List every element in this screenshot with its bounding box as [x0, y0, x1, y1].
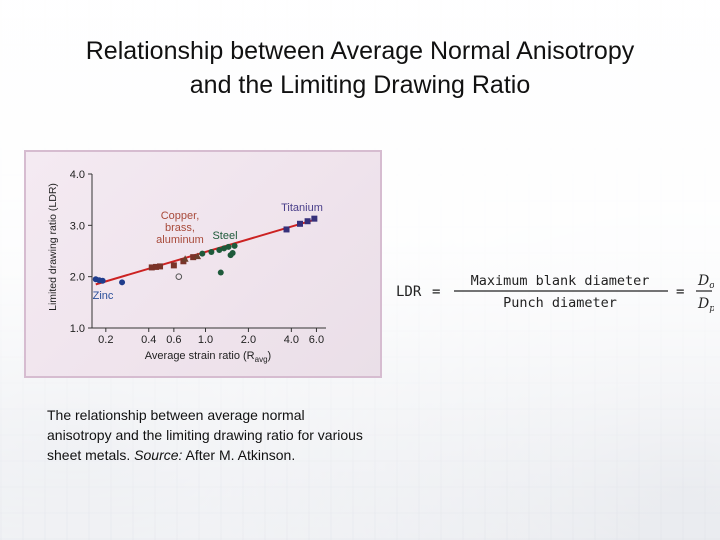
axes — [91, 174, 326, 329]
formula-do-sub: o — [709, 281, 714, 291]
annotation-titanium: Titanium — [281, 202, 323, 214]
data-point-circle — [99, 277, 106, 284]
trend-line-group — [95, 218, 317, 286]
x-axis-label-end: ) — [268, 350, 272, 362]
y-axis-label: Limited drawing ratio (LDR) — [47, 183, 59, 311]
x-tick-label: 0.2 — [98, 334, 113, 346]
formula-do-letter: D — [697, 273, 709, 289]
data-point-square — [304, 218, 311, 225]
data-point-circle — [208, 249, 215, 256]
formula-dp-sub: p — [709, 304, 714, 314]
formula-dp-letter: D — [697, 296, 709, 312]
formula-equals-1: = — [432, 284, 440, 300]
x-tick-label: 0.6 — [166, 334, 181, 346]
x-tick-label: 2.0 — [241, 334, 256, 346]
data-point-square — [157, 263, 164, 270]
x-axis-label: Average strain ratio (Ravg) — [145, 350, 271, 364]
ldr-formula: LDR = Maximum blank diameter Punch diame… — [396, 273, 714, 314]
data-point-square — [296, 220, 303, 227]
data-points — [92, 215, 318, 286]
formula-lhs: LDR — [396, 284, 422, 300]
y-tick-label: 4.0 — [70, 169, 85, 181]
data-point-circle — [119, 279, 126, 286]
caption-text: The relationship between average normal … — [47, 407, 363, 463]
formula-dp: Dp — [697, 296, 714, 314]
data-point-square — [148, 264, 155, 271]
data-point-square — [153, 263, 160, 270]
annotation-aluminum: aluminum — [156, 234, 204, 246]
data-point-square — [283, 226, 290, 233]
data-point-circle — [229, 250, 236, 257]
title-line-2: and the Limiting Drawing Ratio — [189, 71, 531, 99]
caption-source-label: Source: — [134, 447, 183, 463]
annotation-copper: Copper, — [161, 210, 200, 222]
title-line-1: Relationship between Average Normal Anis… — [85, 37, 635, 65]
annotation-steel: Steel — [212, 230, 237, 242]
caption-source: After M. Atkinson. — [182, 447, 296, 463]
data-point-open-circle — [175, 273, 183, 280]
slide-title: Relationship between Average Normal Anis… — [20, 34, 700, 102]
data-point-circle — [199, 250, 206, 257]
x-tick-label: 6.0 — [309, 334, 324, 346]
formula-numerator: Maximum blank diameter — [471, 273, 650, 289]
y-tick-label: 1.0 — [70, 323, 85, 335]
formula-do: Do — [697, 273, 714, 291]
data-point-circle — [216, 246, 223, 253]
chart-figure: 0.2 0.4 0.6 1.0 2.0 4.0 6.0 1.0 2.0 3.0 4.0 Limite… — [24, 150, 382, 378]
data-point-triangle — [194, 252, 202, 260]
annotation-brass: brass, — [165, 222, 195, 234]
x-axis-label-sub: avg — [255, 355, 268, 364]
x-tick-label: 1.0 — [198, 334, 213, 346]
trend-line — [95, 218, 317, 286]
x-tick-label: 0.4 — [141, 334, 156, 346]
data-point-square — [190, 254, 197, 261]
ticks: 0.2 0.4 0.6 1.0 2.0 4.0 6.0 1.0 2.0 3.0 4.0 — [70, 169, 324, 346]
data-point-circle — [231, 242, 238, 249]
y-tick-label: 3.0 — [70, 220, 85, 232]
x-tick-label: 4.0 — [284, 334, 299, 346]
y-tick-label: 2.0 — [70, 272, 85, 284]
data-point-square — [311, 215, 318, 222]
formula-equals-2: = — [676, 284, 684, 300]
formula-denominator: Punch diameter — [503, 295, 617, 311]
x-axis-label-main: Average strain ratio (R — [145, 350, 255, 362]
data-point-circle — [225, 243, 232, 250]
annotation-zinc: Zinc — [93, 290, 114, 302]
data-point-circle — [217, 269, 224, 276]
data-point-triangle — [181, 255, 189, 262]
data-point-square — [170, 262, 177, 269]
figure-caption: The relationship between average normal … — [47, 405, 367, 465]
chart-svg: 0.2 0.4 0.6 1.0 2.0 4.0 6.0 1.0 2.0 3.0 4.0 Limite… — [47, 169, 326, 364]
